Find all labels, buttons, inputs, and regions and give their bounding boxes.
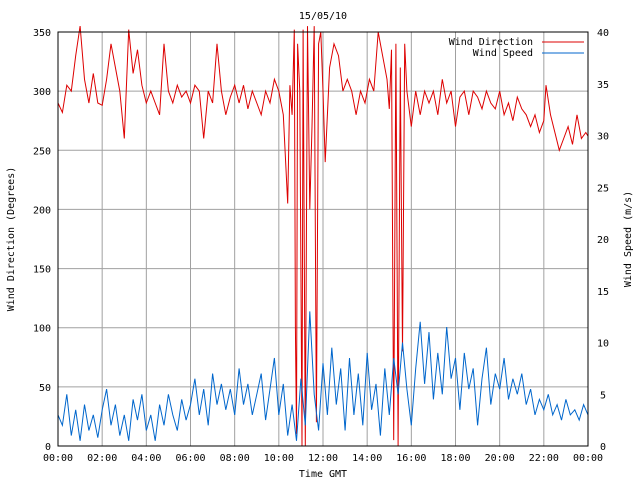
x-tick-label: 18:00 [440, 453, 470, 464]
y-right-tick-label: 10 [597, 339, 609, 350]
y-right-tick-label: 40 [597, 28, 609, 39]
y-left-tick-label: 200 [33, 205, 51, 216]
legend: Wind Direction Wind Speed [449, 37, 584, 59]
x-tick-label: 10:00 [264, 453, 294, 464]
y-right-tick-label: 30 [597, 132, 609, 143]
y-left-tick-label: 250 [33, 146, 51, 157]
tick-labels: 00:00 02:00 04:00 06:00 08:00 10:00 12:00 14:00… [33, 28, 609, 464]
y-left-tick-label: 350 [33, 28, 51, 39]
plot-frame [57, 31, 589, 447]
series-lines [57, 26, 589, 447]
x-axis-label: Time GMT [299, 469, 347, 480]
y-right-tick-label: 0 [600, 442, 606, 453]
y-right-tick-label: 15 [597, 287, 609, 298]
x-tick-label: 00:00 [573, 453, 603, 464]
x-tick-label: 14:00 [352, 453, 382, 464]
x-tick-label: 20:00 [485, 453, 515, 464]
y-axis-right-label: Wind Speed (m/s) [623, 191, 634, 287]
x-tick-label: 06:00 [175, 453, 205, 464]
x-tick-label: 16:00 [396, 453, 426, 464]
x-tick-label: 22:00 [529, 453, 559, 464]
y-right-tick-label: 35 [597, 80, 609, 91]
x-tick-label: 12:00 [308, 453, 338, 464]
y-right-tick-label: 20 [597, 235, 609, 246]
y-axis-left-label: Wind Direction (Degrees) [6, 167, 17, 312]
y-left-tick-label: 300 [33, 87, 51, 98]
y-right-tick-label: 5 [600, 390, 606, 401]
y-left-tick-label: 150 [33, 265, 51, 276]
series-line-wind-direction [57, 26, 589, 447]
x-tick-label: 00:00 [43, 453, 73, 464]
series-line-wind-speed [57, 311, 589, 441]
y-left-tick-label: 0 [45, 442, 51, 453]
y-left-tick-label: 100 [33, 324, 51, 335]
x-tick-label: 08:00 [220, 453, 250, 464]
chart-title: 15/05/10 [299, 11, 347, 22]
legend-label-wind-direction: Wind Direction [449, 37, 533, 48]
y-left-tick-label: 50 [39, 383, 51, 394]
legend-label-wind-speed: Wind Speed [473, 48, 533, 59]
x-tick-label: 02:00 [87, 453, 117, 464]
x-tick-label: 04:00 [131, 453, 161, 464]
y-right-tick-label: 25 [597, 183, 609, 194]
